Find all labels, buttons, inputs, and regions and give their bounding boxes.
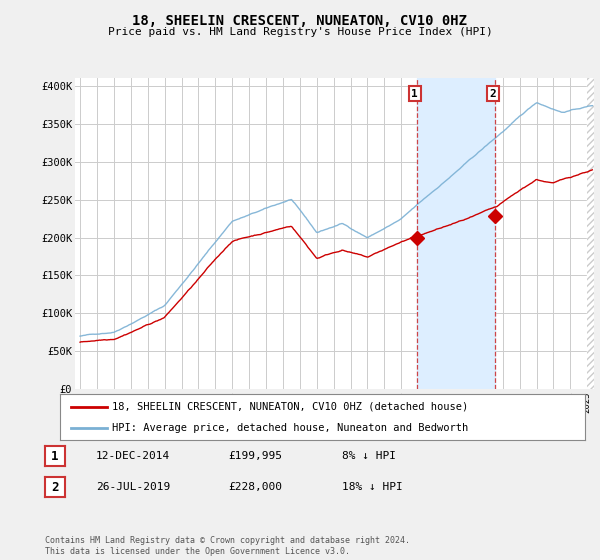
- Text: 1: 1: [412, 88, 418, 99]
- Bar: [587, 78, 594, 389]
- Text: 12-DEC-2014: 12-DEC-2014: [96, 451, 170, 461]
- Text: 18, SHEELIN CRESCENT, NUNEATON, CV10 0HZ (detached house): 18, SHEELIN CRESCENT, NUNEATON, CV10 0HZ…: [113, 402, 469, 412]
- Text: £199,995: £199,995: [228, 451, 282, 461]
- Bar: [587, 78, 594, 389]
- Text: Price paid vs. HM Land Registry's House Price Index (HPI): Price paid vs. HM Land Registry's House …: [107, 27, 493, 37]
- Text: 26-JUL-2019: 26-JUL-2019: [96, 482, 170, 492]
- Text: HPI: Average price, detached house, Nuneaton and Bedworth: HPI: Average price, detached house, Nune…: [113, 423, 469, 433]
- Text: £228,000: £228,000: [228, 482, 282, 492]
- Bar: [418, 78, 495, 389]
- Text: 18, SHEELIN CRESCENT, NUNEATON, CV10 0HZ: 18, SHEELIN CRESCENT, NUNEATON, CV10 0HZ: [133, 14, 467, 28]
- Text: 8% ↓ HPI: 8% ↓ HPI: [342, 451, 396, 461]
- Text: 2: 2: [51, 480, 59, 494]
- Text: 1: 1: [51, 450, 59, 463]
- Text: 18% ↓ HPI: 18% ↓ HPI: [342, 482, 403, 492]
- Text: 2: 2: [490, 88, 496, 99]
- Text: Contains HM Land Registry data © Crown copyright and database right 2024.
This d: Contains HM Land Registry data © Crown c…: [45, 536, 410, 556]
